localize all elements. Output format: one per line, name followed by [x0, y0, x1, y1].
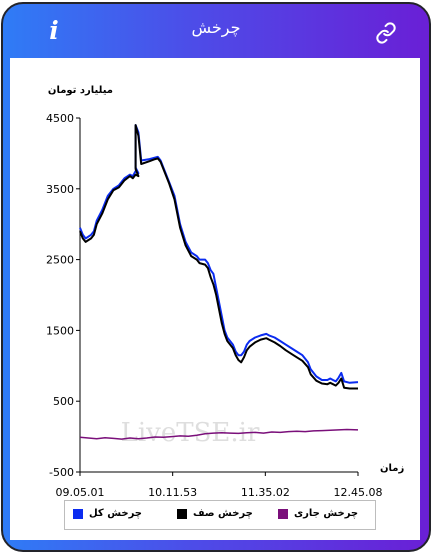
- legend-item-total[interactable]: چرخش کل: [73, 508, 163, 522]
- legend-label-current: چرخش جاری: [294, 508, 359, 519]
- series-line-total: [79, 124, 359, 384]
- y-tick-label: 4500: [46, 112, 74, 125]
- y-tick-label: -500: [49, 466, 74, 479]
- legend-swatch-zero: [177, 509, 187, 519]
- x-tick-label: 12.45.08: [334, 486, 383, 498]
- page-title: چرخش: [191, 18, 241, 37]
- y-tick-label: 3500: [46, 183, 74, 196]
- y-axis: 4500 3500 2500 1500 500 -500: [46, 112, 81, 479]
- legend-item-zero[interactable]: چرخش صف: [177, 508, 267, 522]
- x-tick-label: 11.35.02: [241, 486, 290, 498]
- series-line-current: [79, 428, 359, 440]
- x-tick-label: 10.11.53: [148, 486, 197, 498]
- y-tick-label: 500: [53, 395, 74, 408]
- legend-label-total: چرخش کل: [89, 508, 142, 519]
- chart-legend: چرخش کل چرخش صف چرخش جاری: [64, 500, 376, 530]
- legend-swatch-current: [278, 509, 288, 519]
- y-tick-label: 2500: [46, 254, 74, 267]
- y-tick-label: 1500: [46, 324, 74, 337]
- chart-panel: میلیارد تومان LiveTSE.ir 4500 3500 2500 150…: [10, 58, 420, 540]
- series-lines: [79, 124, 359, 440]
- info-icon[interactable]: i: [49, 16, 59, 45]
- legend-swatch-total: [73, 509, 83, 519]
- link-icon[interactable]: [375, 22, 397, 44]
- legend-item-current[interactable]: چرخش جاری: [278, 508, 373, 522]
- x-axis-label: زمان: [380, 463, 405, 474]
- x-axis: 09.05.01 10.11.53 11.35.02 12.45.08: [56, 471, 383, 498]
- series-line-zero: [79, 124, 358, 390]
- header-bar: i چرخش: [3, 4, 429, 58]
- x-tick-label: 09.05.01: [56, 486, 105, 498]
- legend-label-zero: چرخش صف: [193, 508, 253, 519]
- y-axis-label: میلیارد تومان: [47, 85, 113, 96]
